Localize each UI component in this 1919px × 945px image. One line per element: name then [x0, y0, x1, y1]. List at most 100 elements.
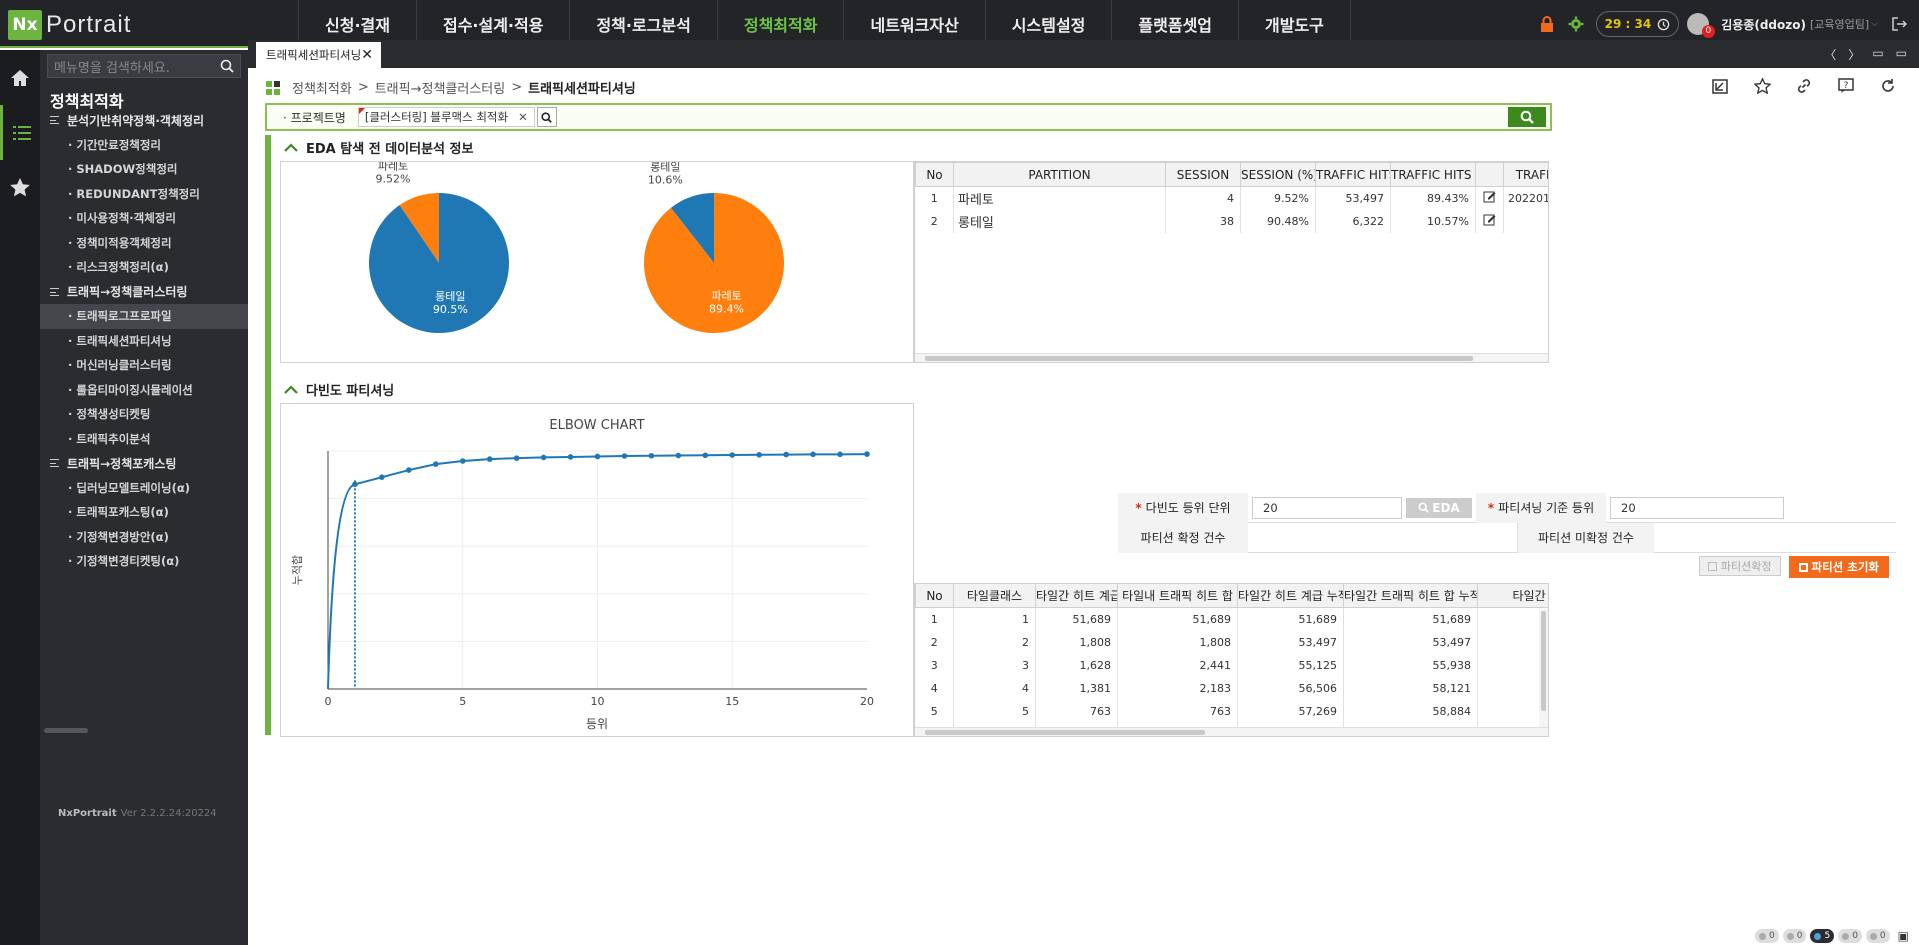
search-submit-button[interactable]: [1508, 107, 1546, 127]
data-point[interactable]: [406, 467, 412, 473]
data-point[interactable]: [352, 481, 358, 488]
menu-tab[interactable]: 네트워크자산: [844, 0, 986, 48]
column-header[interactable]: 타일간 히트 계급: [1035, 583, 1118, 608]
pie-slice[interactable]: [399, 193, 439, 263]
table-row[interactable]: 2 2 1,808 1,808 53,497 53,497: [915, 630, 1548, 654]
chevron-up-icon[interactable]: [284, 385, 298, 394]
home-nav[interactable]: [0, 50, 40, 105]
sidebar-item[interactable]: · 딥러닝모델트레이닝(α): [40, 476, 248, 501]
column-header[interactable]: 타일내 트래픽 히트 합: [1117, 583, 1238, 608]
reset-partition-button[interactable]: 파티션 초기화: [1788, 556, 1889, 578]
data-point[interactable]: [379, 474, 385, 480]
chevron-down-icon[interactable]: ⌵: [1871, 19, 1878, 29]
edit-icon[interactable]: [1483, 190, 1496, 203]
column-header[interactable]: SESSION (%): [1240, 162, 1316, 187]
window-icon[interactable]: ▭: [1872, 46, 1884, 60]
project-search-button[interactable]: [536, 107, 557, 127]
data-point[interactable]: [864, 451, 870, 457]
sidebar-item[interactable]: · SHADOW정책정리: [40, 157, 248, 182]
sidebar-item[interactable]: · 기정책변경방안(α): [40, 525, 248, 550]
table-row[interactable]: 5 5 763 763 57,269 58,884: [915, 699, 1548, 723]
column-header[interactable]: TRAFFIC HITS: [1315, 162, 1391, 187]
export-icon[interactable]: [1709, 76, 1731, 96]
sidebar-item[interactable]: · 기정책변경티켓팅(α): [40, 549, 248, 574]
menu-nav[interactable]: [0, 105, 40, 160]
menu-tab[interactable]: 접수·설계·적용: [417, 0, 571, 48]
menu-tab[interactable]: 정책·로그분석: [570, 0, 718, 48]
table-hscrollbar[interactable]: [915, 353, 1548, 362]
column-header[interactable]: No: [915, 162, 954, 187]
search-icon[interactable]: [220, 59, 234, 73]
chip-close-icon[interactable]: ✕: [518, 110, 528, 124]
session-timer[interactable]: 29 : 34: [1595, 11, 1680, 37]
favorites-nav[interactable]: [0, 160, 40, 215]
lock-icon[interactable]: [1540, 16, 1554, 32]
close-icon[interactable]: ✕: [361, 47, 373, 63]
column-header[interactable]: 타일간 트래픽 히트 합 누적: [1343, 583, 1478, 608]
data-point[interactable]: [486, 456, 493, 462]
sidebar-item[interactable]: · 트래픽포캐스팅(α): [40, 500, 248, 525]
refresh-icon[interactable]: [1877, 76, 1899, 96]
link-icon[interactable]: [1793, 76, 1815, 96]
sidebar-item[interactable]: · 트래픽로그프로파일: [40, 304, 248, 329]
logout-icon[interactable]: [1892, 17, 1907, 31]
user-name[interactable]: 김용종(ddozo): [1721, 17, 1806, 32]
sidebar-group[interactable]: 트래픽→정책포캐스팅: [40, 451, 248, 476]
column-header[interactable]: PARTITION: [953, 162, 1166, 187]
freq-rank-input[interactable]: 20: [1252, 496, 1402, 519]
menu-tab[interactable]: 신청·결재: [298, 0, 417, 48]
data-point[interactable]: [783, 451, 789, 458]
chevron-up-icon[interactable]: [284, 143, 298, 152]
data-point[interactable]: [756, 452, 762, 458]
status-indicator[interactable]: 5: [1810, 929, 1835, 943]
data-point[interactable]: [837, 451, 843, 458]
status-indicator[interactable]: 0: [1782, 929, 1807, 943]
sidebar-group[interactable]: 트래픽→정책클러스터링: [40, 280, 248, 305]
printer-icon[interactable]: ▣: [1897, 929, 1909, 943]
table-vscrollbar[interactable]: [1539, 609, 1548, 727]
data-point[interactable]: [810, 451, 816, 458]
column-header[interactable]: [1475, 162, 1504, 187]
data-point[interactable]: [594, 453, 601, 460]
menu-search-input[interactable]: 메뉴명을 검색하세요.: [47, 54, 241, 78]
confirm-partition-button[interactable]: 파티션확정: [1698, 556, 1781, 576]
sidebar-item[interactable]: · REDUNDANT정책정리: [40, 182, 248, 207]
chevron-left-icon[interactable]: 〈: [1824, 48, 1837, 62]
basis-rank-input[interactable]: 20: [1610, 496, 1784, 519]
sidebar-item[interactable]: · 정책미적용객체정리: [40, 231, 248, 256]
data-point[interactable]: [567, 454, 574, 460]
menu-tab[interactable]: 플랫폼셋업: [1112, 0, 1240, 48]
help-icon[interactable]: ?: [1835, 76, 1857, 96]
status-indicator[interactable]: 0: [1838, 929, 1862, 943]
sidebar-item[interactable]: · 정책생성티켓팅: [40, 402, 248, 427]
sidebar-item[interactable]: · 기간만료정책정리: [40, 133, 248, 158]
user-dept[interactable]: [교육영업팀]: [1809, 18, 1870, 31]
pie-slice[interactable]: [369, 193, 509, 333]
sidebar-item[interactable]: · 트래픽세션파티셔닝: [40, 329, 248, 354]
section-partition-header[interactable]: 다빈도 파티셔닝: [284, 380, 394, 399]
pie-slice[interactable]: [670, 193, 715, 263]
sidebar-item[interactable]: · 룰옵티마이징시뮬레이션: [40, 378, 248, 403]
breadcrumb-l2[interactable]: 트래픽→정책클러스터링: [374, 82, 506, 97]
table-row[interactable]: 3 3 1,628 2,441 55,125 55,938: [915, 653, 1548, 677]
data-point[interactable]: [648, 452, 655, 459]
chevron-right-icon[interactable]: 〉: [1848, 48, 1861, 62]
data-point[interactable]: [513, 455, 520, 461]
status-indicator[interactable]: 0: [1754, 929, 1779, 943]
sidebar-item[interactable]: · 미사용정책·객체정리: [40, 206, 248, 231]
tab-session-partitioning[interactable]: 트래픽세션파티셔닝 ✕: [256, 42, 381, 68]
menu-tab[interactable]: 시스템설정: [986, 0, 1113, 48]
data-point[interactable]: [621, 453, 628, 459]
data-point[interactable]: [729, 452, 736, 458]
column-header[interactable]: No: [915, 583, 954, 608]
breadcrumb-l1[interactable]: 정책최적화: [292, 82, 352, 97]
gear-icon[interactable]: [1568, 16, 1584, 32]
pie-slice[interactable]: [644, 193, 784, 333]
data-point[interactable]: [433, 461, 439, 467]
sidebar-scrollbar[interactable]: [44, 728, 88, 733]
sidebar-item[interactable]: · 머신러닝클러스터링: [40, 353, 248, 378]
table-row[interactable]: 1 1 51,689 51,689 51,689 51,689: [915, 607, 1548, 631]
sidebar-group[interactable]: 분석기반취약정책·객체정리: [40, 108, 248, 133]
column-header[interactable]: SESSION: [1165, 162, 1241, 187]
eda-button[interactable]: EDA: [1406, 497, 1472, 518]
